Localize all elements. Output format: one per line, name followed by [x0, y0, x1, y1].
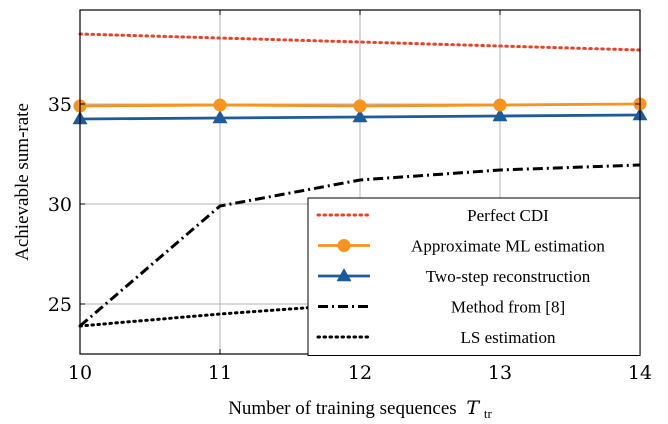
series [73, 97, 647, 113]
series [78, 32, 642, 52]
data-point-triangle [352, 109, 368, 123]
legend-entry: Approximate ML estimation [318, 237, 605, 256]
y-axis-label: Achievable sum-rate [12, 103, 33, 261]
x-tick-label: 14 [628, 362, 652, 384]
data-point-triangle [212, 110, 228, 124]
legend-label: Method from [8] [451, 298, 565, 317]
legend-label: LS estimation [461, 328, 556, 347]
legend-label: Perfect CDI [467, 206, 549, 225]
data-point-circle [353, 99, 367, 113]
x-tick-label: 12 [348, 362, 372, 384]
x-axis-label-subscript: tr [484, 406, 493, 421]
x-tick-label: 13 [488, 362, 512, 384]
x-tick-label: 10 [68, 362, 92, 384]
legend-entry: LS estimation [316, 328, 556, 347]
x-axis-label-symbol: T [466, 397, 480, 419]
legend-label: Two-step reconstruction [426, 267, 591, 286]
data-point-circle [337, 239, 351, 252]
legend-entry: Perfect CDI [316, 206, 549, 225]
tick-labels: 10 11 12 13 14 25 30 35 [48, 10, 652, 384]
y-tick-label: 35 [48, 94, 72, 116]
legend: Perfect CDI Approximate ML estimation Two-… [307, 197, 641, 356]
x-axis-label: Number of training sequences T tr [228, 397, 492, 421]
series [79, 163, 641, 328]
data-point-circle [493, 98, 507, 112]
data-point-circle [213, 98, 227, 112]
legend-entry: Two-step reconstruction [318, 267, 591, 286]
series-line [78, 32, 642, 52]
y-tick-label: 25 [48, 294, 72, 316]
series-line [79, 163, 641, 328]
data-point-triangle [336, 268, 352, 282]
legend-label: Approximate ML estimation [411, 237, 605, 256]
data-point-triangle [492, 108, 508, 122]
legend-entry: Method from [8] [318, 298, 565, 317]
x-axis-label-text: Number of training sequences [228, 398, 456, 419]
series [72, 107, 648, 125]
x-tick-label: 11 [208, 362, 232, 384]
y-tick-label: 30 [48, 194, 72, 216]
